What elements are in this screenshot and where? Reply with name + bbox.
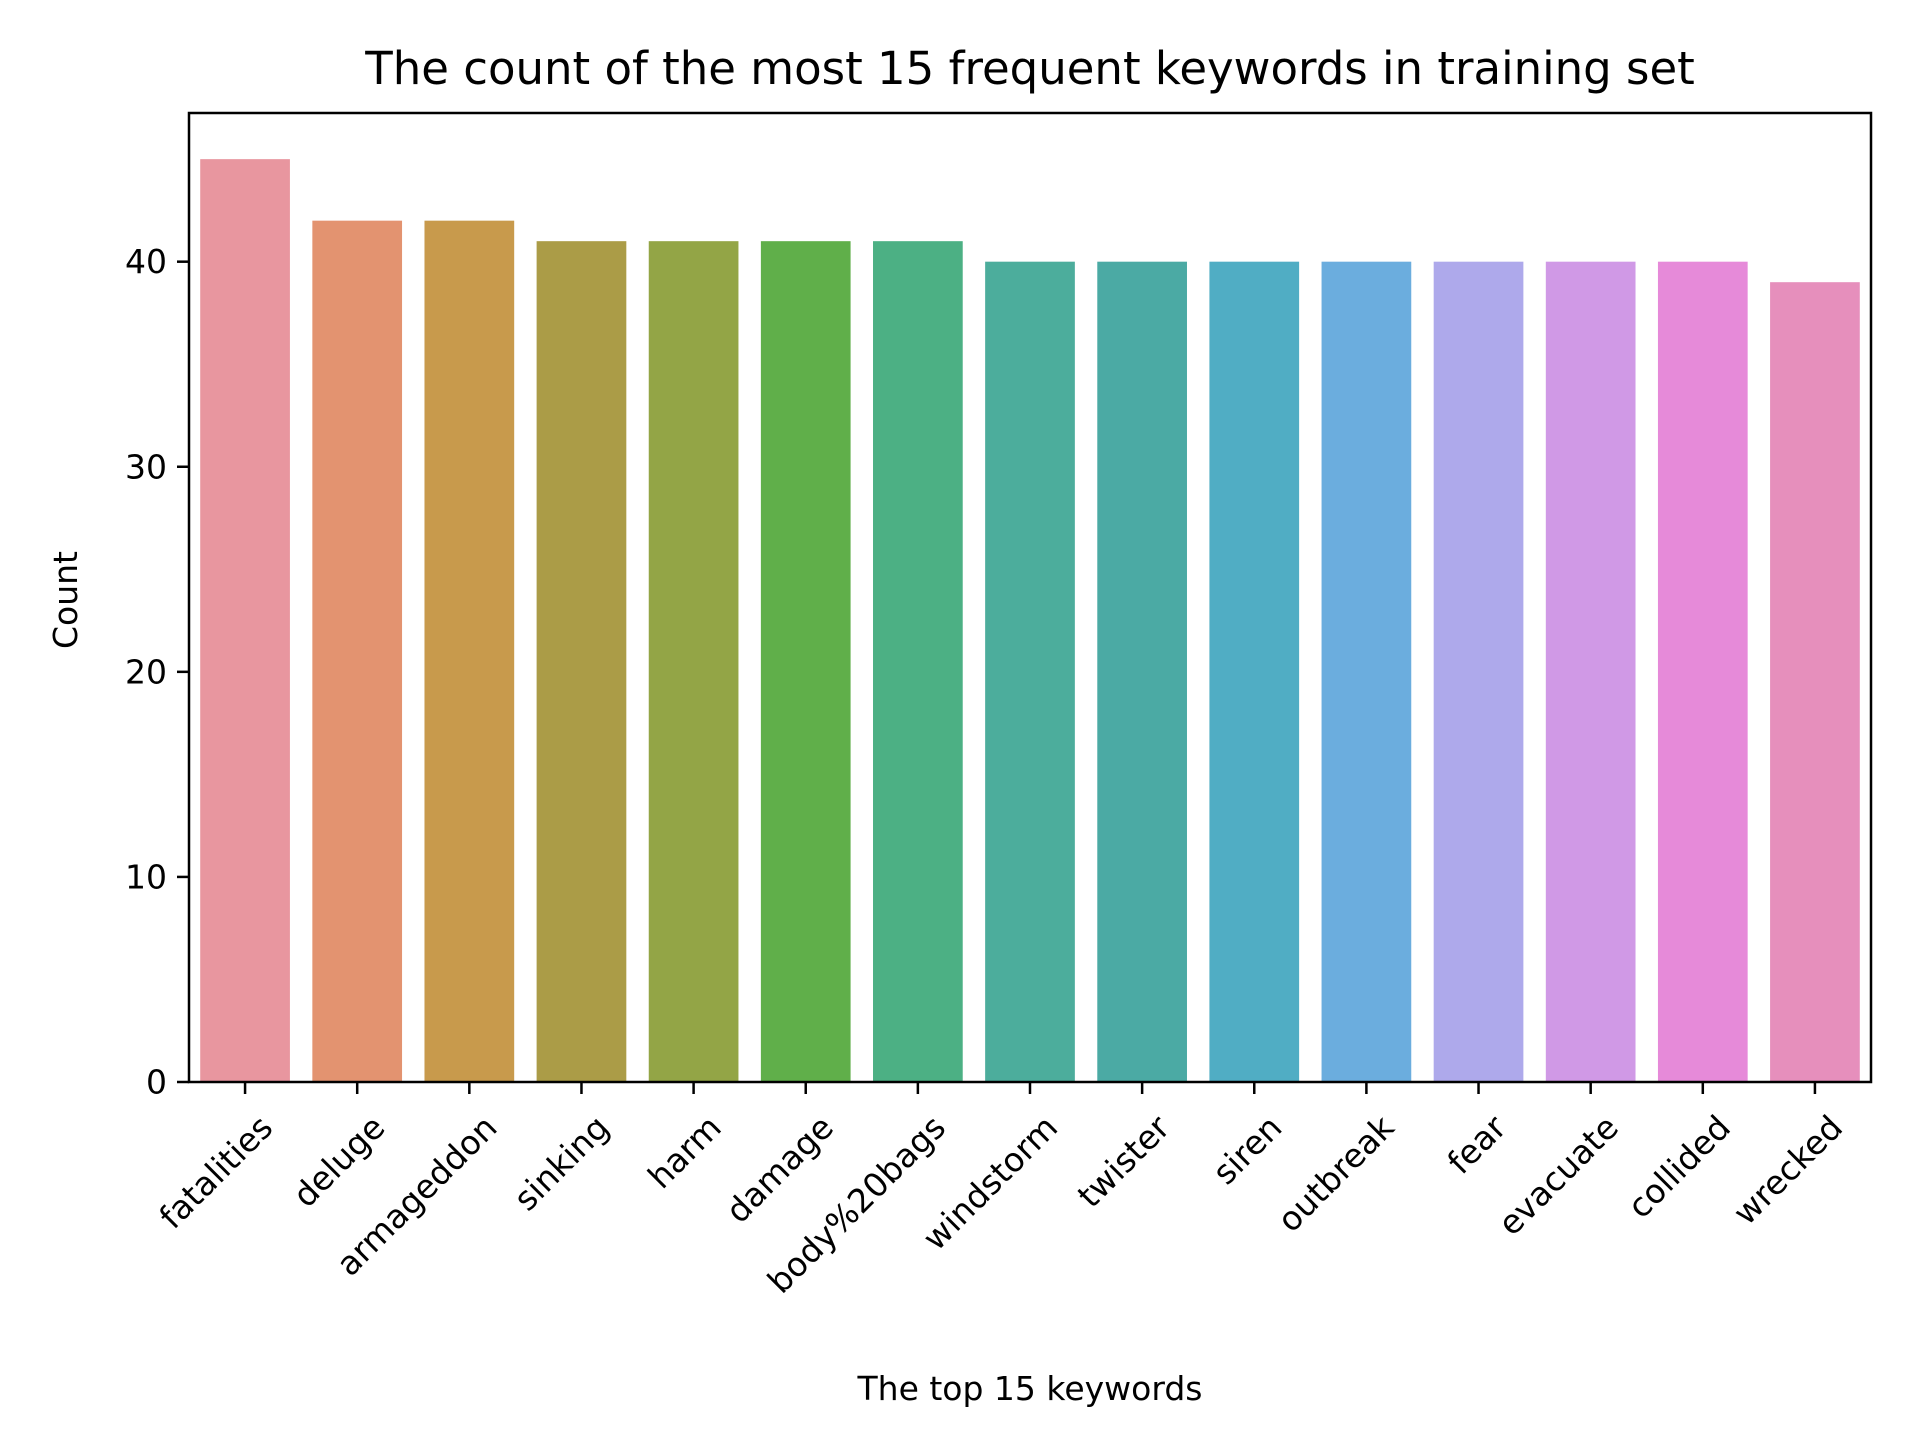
x-axis-label: The top 15 keywords xyxy=(857,1369,1203,1408)
x-tick-label: siren xyxy=(1205,1108,1289,1192)
bar-fatalities xyxy=(200,159,290,1083)
bars-layer xyxy=(200,159,1860,1083)
y-tick-label: 40 xyxy=(125,242,167,281)
x-tick-label: fear xyxy=(1440,1107,1514,1181)
bar-deluge xyxy=(312,220,403,1082)
x-tick-label: outbreak xyxy=(1270,1107,1402,1239)
bar-twister xyxy=(1097,261,1187,1083)
bar-collided xyxy=(1657,261,1748,1083)
bar-wrecked xyxy=(1770,282,1860,1082)
x-tick-label: evacuate xyxy=(1490,1108,1625,1243)
bar-body-20bags xyxy=(873,241,963,1082)
x-tick-label: harm xyxy=(640,1108,729,1197)
y-axis-label: Count xyxy=(46,551,85,649)
bar-damage xyxy=(760,241,851,1082)
x-tick-label: twister xyxy=(1070,1107,1178,1215)
x-tick-label: fatalities xyxy=(152,1108,281,1237)
x-tick-label: collided xyxy=(1620,1108,1738,1226)
bar-harm xyxy=(648,241,739,1082)
x-tick-label: sinking xyxy=(506,1108,617,1219)
y-tick-label: 30 xyxy=(125,447,167,486)
y-tick-label: 0 xyxy=(146,1063,167,1102)
bar-armageddon xyxy=(424,220,515,1082)
bar-evacuate xyxy=(1545,261,1636,1083)
bar-fear xyxy=(1433,261,1524,1083)
y-tick-label: 20 xyxy=(125,652,167,691)
y-axis: 0 10 20 30 40 xyxy=(125,242,189,1102)
x-tick-label: wrecked xyxy=(1725,1108,1850,1233)
chart-title: The count of the most 15 frequent keywor… xyxy=(364,42,1695,95)
bar-outbreak xyxy=(1321,261,1412,1083)
y-tick-label: 10 xyxy=(125,857,167,896)
bar-siren xyxy=(1209,261,1300,1083)
bar-sinking xyxy=(536,241,627,1082)
bar-windstorm xyxy=(985,261,1075,1083)
x-tick-label: deluge xyxy=(285,1108,392,1215)
